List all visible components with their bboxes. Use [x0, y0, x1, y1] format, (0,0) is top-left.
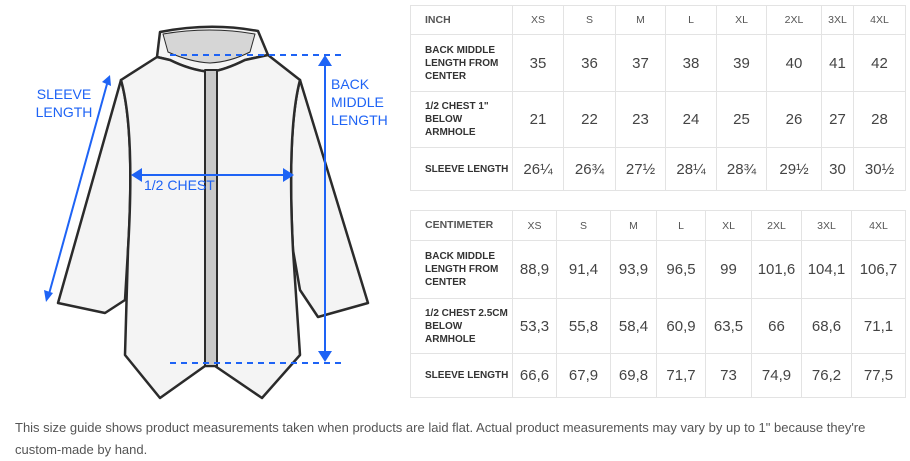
- cell: 93,9: [610, 240, 657, 299]
- cell: 88,9: [512, 240, 557, 299]
- cell: 30½: [853, 147, 906, 191]
- table-row: SLEEVE LENGTH 66,6 67,9 69,8 71,7 73 74,9 76,2 7…: [410, 353, 906, 398]
- cell: 96,5: [656, 240, 706, 299]
- cell: 99: [705, 240, 752, 299]
- sleeve-length-label: SLEEVE LENGTH: [35, 86, 93, 120]
- size-header: XL: [716, 5, 767, 35]
- cell: 71,7: [656, 353, 706, 398]
- cell: 42: [853, 34, 906, 92]
- cell: 66: [751, 298, 802, 354]
- cell: 24: [665, 91, 717, 148]
- cell: 66,6: [512, 353, 557, 398]
- size-header: XS: [512, 5, 564, 35]
- cell: 38: [665, 34, 717, 92]
- cell: 60,9: [656, 298, 706, 354]
- centimeter-size-table: CENTIMETER XS S M L XL 2XL 3XL 4XL BACK MIDDLE …: [410, 210, 906, 398]
- size-header: L: [665, 5, 717, 35]
- cell: 41: [821, 34, 854, 92]
- row-label: 1/2 CHEST 2.5CM BELOW ARMHOLE: [410, 298, 513, 354]
- size-header: M: [610, 210, 657, 241]
- cell: 63,5: [705, 298, 752, 354]
- cell: 39: [716, 34, 767, 92]
- cell: 74,9: [751, 353, 802, 398]
- cell: 67,9: [556, 353, 611, 398]
- cell: 29½: [766, 147, 822, 191]
- cell: 53,3: [512, 298, 557, 354]
- row-label: SLEEVE LENGTH: [410, 147, 513, 191]
- size-header: M: [615, 5, 666, 35]
- unit-header: INCH: [410, 5, 513, 35]
- cell: 106,7: [851, 240, 906, 299]
- cell: 73: [705, 353, 752, 398]
- hoodie-illustration: [56, 25, 370, 400]
- table-row: BACK MIDDLE LENGTH FROM CENTER 88,9 91,4 93…: [410, 240, 906, 299]
- cell: 101,6: [751, 240, 802, 299]
- cell: 71,1: [851, 298, 906, 354]
- cell: 25: [716, 91, 767, 148]
- hoodie-diagram: [44, 25, 370, 400]
- inch-size-table: INCH XS S M L XL 2XL 3XL 4XL BACK MIDDLE LENGTH…: [410, 5, 906, 191]
- cell: 36: [563, 34, 616, 92]
- cell: 76,2: [801, 353, 852, 398]
- arrow-head-down: [318, 351, 332, 362]
- unit-header: CENTIMETER: [410, 210, 513, 241]
- cell: 91,4: [556, 240, 611, 299]
- row-label: SLEEVE LENGTH: [410, 353, 513, 398]
- cell: 58,4: [610, 298, 657, 354]
- header-row: INCH XS S M L XL 2XL 3XL 4XL: [410, 5, 906, 35]
- size-header: XS: [512, 210, 557, 241]
- cell: 104,1: [801, 240, 852, 299]
- measure-lines: [44, 54, 345, 364]
- cell: 26: [766, 91, 822, 148]
- row-label: 1/2 CHEST 1" BELOW ARMHOLE: [410, 91, 513, 148]
- size-header: 4XL: [853, 5, 906, 35]
- arrow-head-right: [283, 168, 294, 182]
- cell: 22: [563, 91, 616, 148]
- cell: 23: [615, 91, 666, 148]
- arrow-head-sleeve-bottom: [44, 290, 53, 302]
- zipper: [204, 69, 218, 367]
- size-guide-note: This size guide shows product measuremen…: [15, 420, 866, 457]
- cell: 68,6: [801, 298, 852, 354]
- size-header: 4XL: [851, 210, 906, 241]
- table-row: SLEEVE LENGTH 26¼ 26¾ 27½ 28¼ 28¾ 29½ 30 30½: [410, 147, 906, 191]
- size-header: L: [656, 210, 706, 241]
- cell: 27½: [615, 147, 666, 191]
- cell: 40: [766, 34, 822, 92]
- cell: 77,5: [851, 353, 906, 398]
- header-row: CENTIMETER XS S M L XL 2XL 3XL 4XL: [410, 210, 906, 241]
- arrow-head-up: [318, 55, 332, 66]
- size-header: 3XL: [821, 5, 854, 35]
- half-chest-label: 1/2 CHEST: [144, 177, 215, 193]
- cell: 30: [821, 147, 854, 191]
- cell: 28¼: [665, 147, 717, 191]
- size-header: 3XL: [801, 210, 852, 241]
- row-label: BACK MIDDLE LENGTH FROM CENTER: [410, 240, 513, 299]
- table-row: 1/2 CHEST 2.5CM BELOW ARMHOLE 53,3 55,8 58,…: [410, 298, 906, 354]
- back-middle-length-label: BACK MIDDLE LENGTH: [331, 76, 388, 128]
- cell: 21: [512, 91, 564, 148]
- sleeve-arrow: [48, 83, 108, 295]
- table-row: BACK MIDDLE LENGTH FROM CENTER 35 36 37 38 39…: [410, 34, 906, 92]
- size-header: 2XL: [766, 5, 822, 35]
- cell: 69,8: [610, 353, 657, 398]
- cell: 28¾: [716, 147, 767, 191]
- arrow-head-sleeve-top: [102, 75, 111, 86]
- cell: 27: [821, 91, 854, 148]
- cell: 55,8: [556, 298, 611, 354]
- table-row: 1/2 CHEST 1" BELOW ARMHOLE 21 22 23 24 25 26 27…: [410, 91, 906, 148]
- arrow-head-left: [131, 168, 142, 182]
- cell: 35: [512, 34, 564, 92]
- size-header: S: [563, 5, 616, 35]
- size-header: 2XL: [751, 210, 802, 241]
- cell: 28: [853, 91, 906, 148]
- row-label: BACK MIDDLE LENGTH FROM CENTER: [410, 34, 513, 92]
- cell: 37: [615, 34, 666, 92]
- cell: 26¾: [563, 147, 616, 191]
- size-header: XL: [705, 210, 752, 241]
- cell: 26¼: [512, 147, 564, 191]
- size-header: S: [556, 210, 611, 241]
